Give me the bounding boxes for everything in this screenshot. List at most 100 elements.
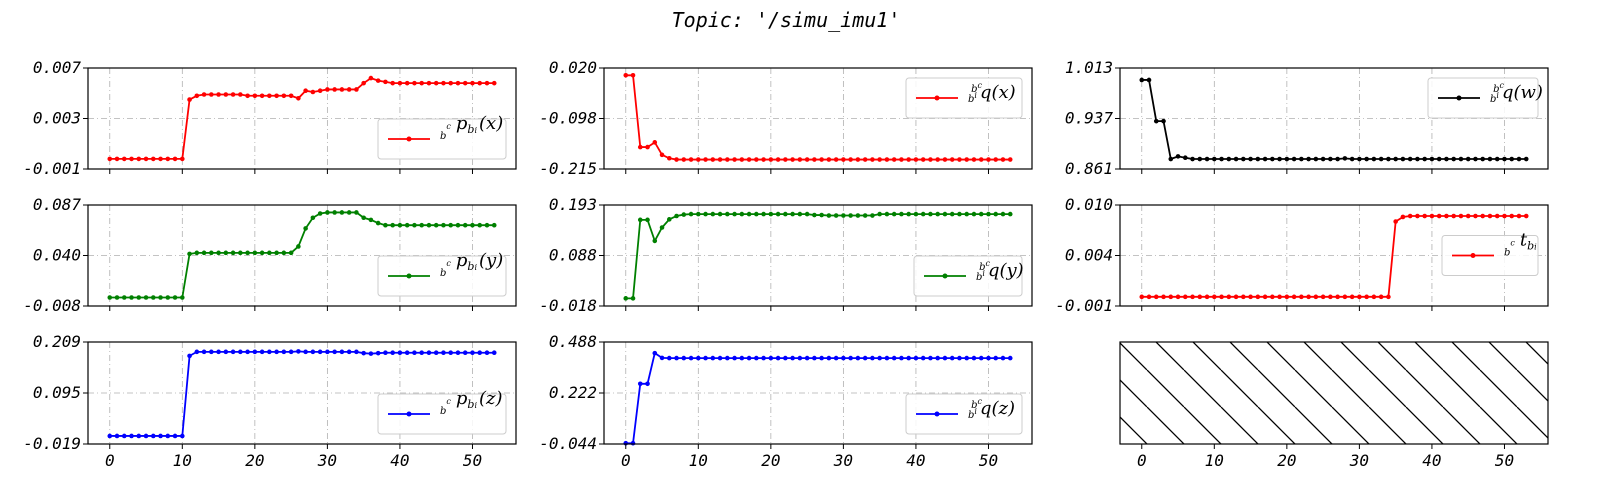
data-point (1241, 294, 1246, 300)
data-point (433, 222, 439, 228)
data-point (216, 349, 221, 355)
data-point (325, 210, 330, 215)
data-point (412, 350, 417, 356)
data-point (739, 355, 745, 361)
data-point (949, 157, 955, 162)
data-point (470, 80, 475, 86)
data-point (114, 295, 120, 300)
data-point (833, 157, 839, 162)
data-point (841, 213, 846, 218)
data-point (1429, 213, 1435, 219)
subplot-2: 0.020 -0.098 -0.215 bc bi q(x) (539, 58, 1033, 178)
data-point (1219, 294, 1224, 300)
data-point (986, 211, 991, 217)
legend-box (1427, 77, 1539, 119)
data-point (1364, 294, 1369, 300)
data-point (674, 355, 679, 361)
data-point (971, 157, 977, 162)
data-point (1509, 156, 1515, 162)
data-point (346, 349, 352, 355)
data-point (462, 80, 468, 86)
data-point (419, 222, 424, 228)
data-point (259, 250, 265, 256)
data-point (1204, 294, 1210, 300)
data-point (136, 156, 142, 162)
y-tick-label: 0.095 (33, 383, 81, 402)
data-point (1465, 156, 1471, 162)
data-point (725, 355, 730, 361)
data-point (368, 217, 374, 223)
data-point (703, 355, 708, 361)
data-point (230, 92, 236, 97)
data-point (855, 213, 861, 218)
data-point (732, 157, 737, 162)
data-point (1146, 77, 1152, 83)
data-point (1386, 294, 1391, 300)
data-point (630, 440, 636, 446)
data-point (848, 157, 853, 162)
data-point (1284, 294, 1290, 300)
data-point (172, 433, 178, 439)
legend-marker (1470, 253, 1476, 258)
data-point (703, 157, 708, 162)
data-point (761, 355, 766, 361)
data-point (223, 349, 229, 355)
data-point (920, 211, 926, 217)
data-point (1494, 213, 1500, 219)
data-point (870, 157, 875, 162)
data-point (187, 353, 192, 359)
data-point (949, 355, 955, 361)
data-point (129, 156, 134, 162)
data-point (652, 238, 658, 244)
data-point (245, 250, 250, 256)
data-point (107, 295, 113, 300)
data-point (1197, 294, 1203, 300)
data-point (1378, 294, 1384, 300)
data-point (441, 80, 446, 86)
data-point (368, 351, 374, 356)
legend: bc bi q(x) (905, 77, 1023, 119)
data-point (107, 433, 113, 439)
data-point (928, 211, 933, 217)
data-point (375, 220, 381, 226)
data-point (404, 80, 410, 86)
data-point (1248, 156, 1253, 162)
data-point (252, 93, 258, 99)
legend-box (905, 77, 1023, 119)
data-point (993, 157, 999, 162)
data-point (942, 211, 948, 217)
data-point (696, 157, 701, 162)
data-point (717, 355, 723, 361)
x-tick-label: 20 (1277, 451, 1296, 470)
data-point (1248, 294, 1253, 300)
data-point (877, 157, 882, 162)
data-point (332, 210, 337, 215)
data-point (971, 355, 977, 361)
data-point (732, 211, 737, 217)
y-tick-label: 1.013 (1065, 58, 1113, 77)
data-point (1415, 156, 1420, 162)
y-tick-label: 0.003 (33, 109, 81, 128)
data-point (986, 157, 991, 162)
data-point (1386, 156, 1391, 162)
data-point (775, 211, 781, 217)
data-point (630, 296, 636, 301)
data-point (891, 157, 897, 162)
data-point (899, 157, 904, 162)
data-point (1407, 156, 1413, 162)
data-point (899, 355, 904, 361)
data-point (441, 222, 446, 228)
data-point (143, 295, 149, 300)
data-point (332, 349, 337, 355)
data-point (623, 296, 629, 301)
data-point (1197, 156, 1203, 162)
data-point (238, 250, 243, 256)
legend: bc tbi (1441, 230, 1539, 276)
legend-box (377, 118, 507, 160)
data-point (397, 350, 403, 356)
data-point (826, 355, 832, 361)
y-tick-label: -0.098 (539, 109, 597, 128)
data-point (1335, 294, 1340, 300)
data-point (717, 211, 723, 217)
legend-label: bc tbi (1504, 230, 1537, 259)
